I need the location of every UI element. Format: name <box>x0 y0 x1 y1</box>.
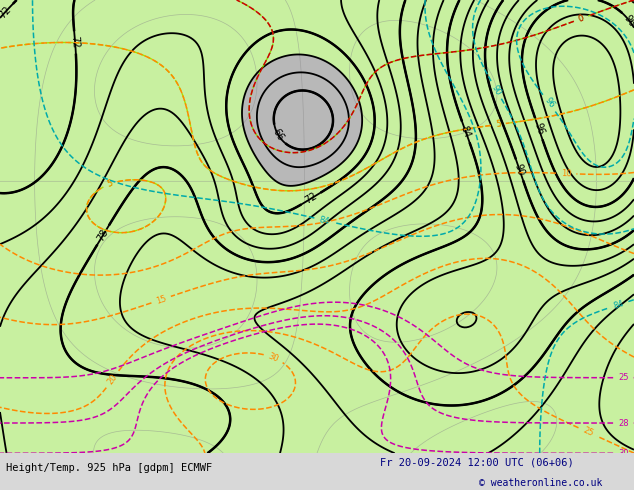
Polygon shape <box>425 0 495 73</box>
Text: 15: 15 <box>155 294 167 306</box>
Text: 0: 0 <box>577 14 585 24</box>
Text: 90: 90 <box>513 162 526 177</box>
Text: 28: 28 <box>618 418 629 428</box>
Text: 84: 84 <box>318 215 330 226</box>
Text: 30: 30 <box>267 352 280 364</box>
Text: 0: 0 <box>577 14 585 24</box>
Text: 96: 96 <box>622 13 634 29</box>
Text: 84: 84 <box>459 124 472 139</box>
Text: 25: 25 <box>618 373 629 382</box>
Text: © weatheronline.co.uk: © weatheronline.co.uk <box>479 478 602 488</box>
Text: 5: 5 <box>107 179 114 189</box>
Text: 72: 72 <box>0 4 13 20</box>
Text: 78: 78 <box>96 227 110 243</box>
Text: 10: 10 <box>560 169 572 178</box>
Text: 20: 20 <box>106 372 119 386</box>
Text: Fr 20-09-2024 12:00 UTC (06+06): Fr 20-09-2024 12:00 UTC (06+06) <box>380 458 574 467</box>
Text: 66: 66 <box>271 127 286 143</box>
Text: 96: 96 <box>532 122 545 136</box>
Text: Height/Temp. 925 hPa [gdpm] ECMWF: Height/Temp. 925 hPa [gdpm] ECMWF <box>6 463 212 473</box>
Text: 72: 72 <box>303 191 319 206</box>
Polygon shape <box>139 0 577 444</box>
Text: 96: 96 <box>543 97 556 110</box>
Text: 90: 90 <box>489 83 503 97</box>
Text: 30: 30 <box>618 449 629 458</box>
Text: 84: 84 <box>612 299 625 311</box>
Text: 72: 72 <box>70 36 81 49</box>
Text: 5: 5 <box>107 179 114 189</box>
Text: 5: 5 <box>495 120 501 129</box>
Text: 5: 5 <box>495 120 501 129</box>
Text: 25: 25 <box>581 426 595 438</box>
